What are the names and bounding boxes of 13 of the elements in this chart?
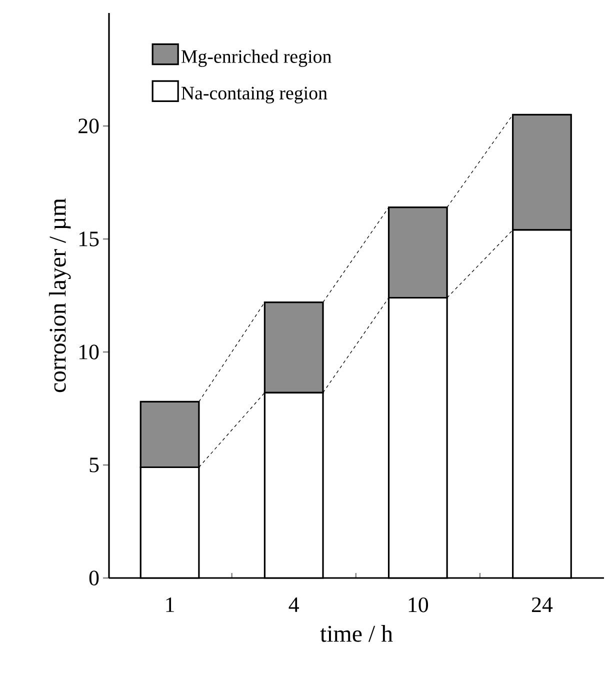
y-tick-label: 5: [90, 458, 99, 472]
y-axis-title: corrosion layer / µm: [48, 198, 71, 392]
x-tick-label: 24: [532, 597, 553, 612]
x-tick-label: 4: [288, 597, 299, 612]
x-tick-label: 10: [408, 597, 428, 612]
y-tick-label: 15: [80, 232, 99, 246]
x-axis-title: time / h: [320, 625, 393, 642]
legend-label: Na-containg region: [181, 86, 328, 104]
y-tick-label: 10: [80, 344, 99, 360]
y-tick-label: 20: [78, 118, 99, 134]
x-tick-label: 1: [166, 597, 174, 612]
legend-label: Mg-enriched region: [181, 50, 332, 67]
y-tick-label: 0: [89, 570, 99, 586]
